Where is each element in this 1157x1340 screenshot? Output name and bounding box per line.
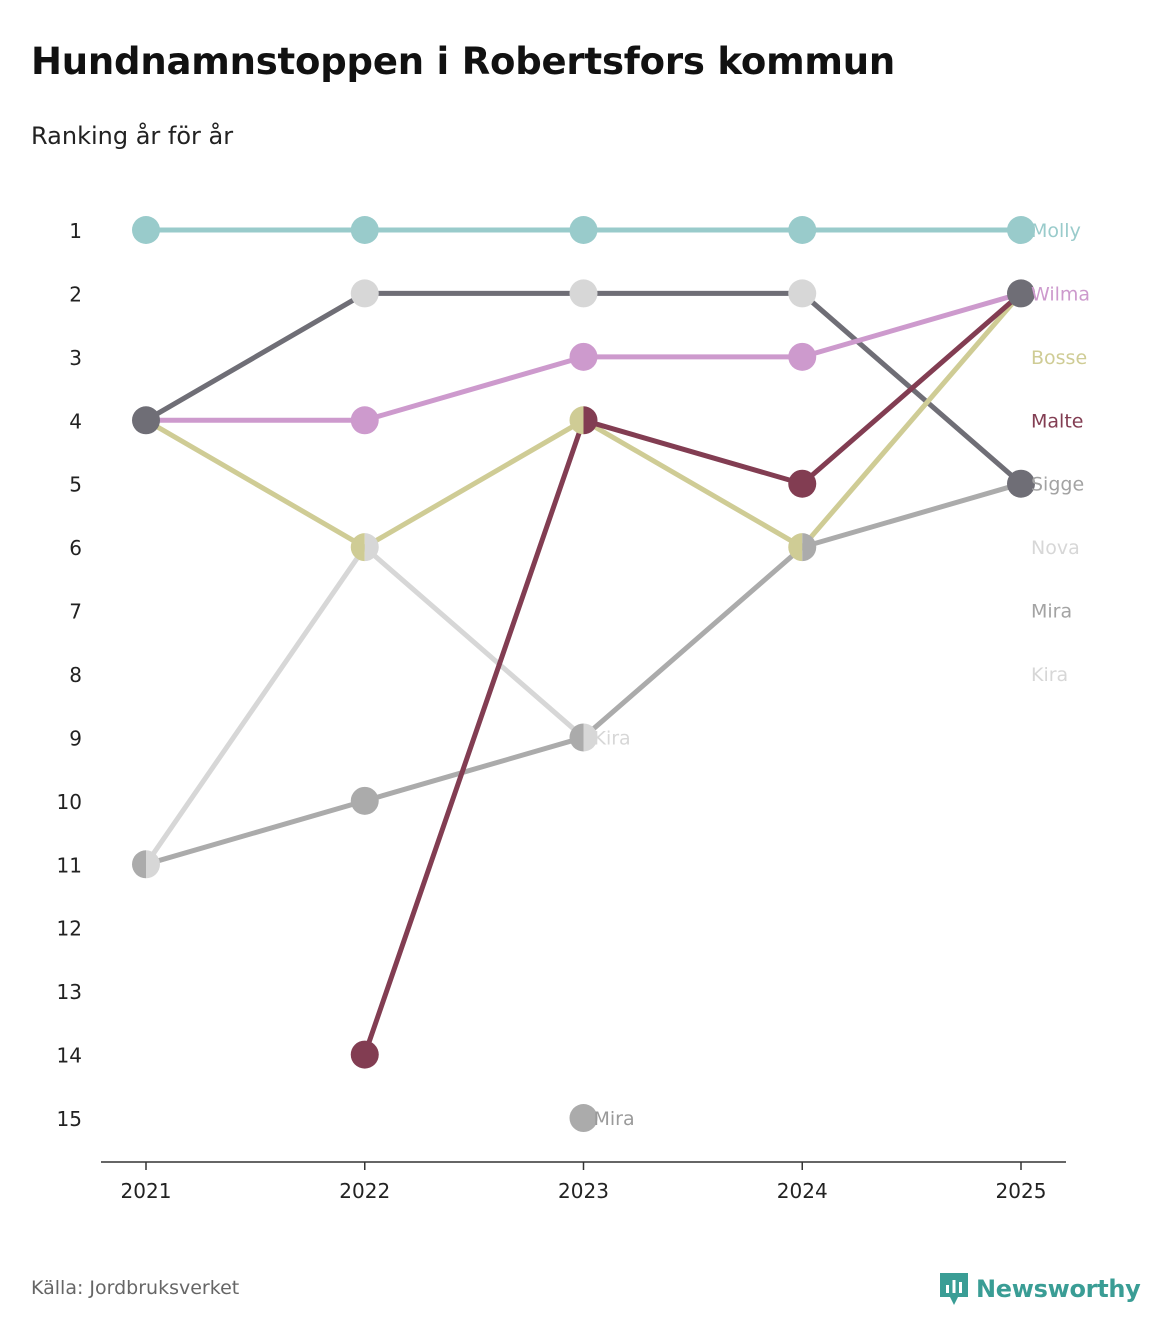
end-label-malte: Malte [1031, 410, 1083, 432]
chart-title: Hundnamnstoppen i Robertsfors kommun [31, 40, 896, 83]
y-tick-label: 4 [69, 409, 82, 433]
y-tick-label: 7 [69, 600, 82, 624]
rank-point-split [788, 533, 817, 562]
series-line-nova [143, 290, 1024, 487]
x-tick-label: 2025 [996, 1179, 1047, 1203]
rank-point [569, 342, 598, 371]
x-tick-label: 2024 [777, 1179, 828, 1203]
inline-label-mira: Mira [594, 1108, 635, 1130]
rank-point [132, 216, 160, 244]
source-note: Källa: Jordbruksverket [31, 1277, 240, 1299]
chart-subtitle: Ranking år för år [31, 122, 234, 150]
rank-point [569, 279, 598, 308]
rank-point [788, 279, 817, 308]
rank-point-half [146, 850, 160, 879]
x-tick-label: 2021 [121, 1179, 172, 1203]
rank-point [350, 1040, 379, 1069]
rank-point [350, 406, 379, 435]
end-label-mira: Mira [1031, 601, 1072, 623]
rank-point [132, 406, 160, 435]
rank-point [350, 279, 379, 308]
end-label-wilma: Wilma [1031, 283, 1090, 305]
y-tick-label: 8 [69, 663, 82, 687]
y-tick-label: 14 [57, 1044, 82, 1068]
end-label-molly: Molly [1031, 220, 1081, 242]
y-tick-label: 13 [57, 980, 82, 1004]
rank-point-half [569, 406, 584, 435]
rank-point [788, 216, 817, 244]
rank-point [350, 216, 379, 244]
series-line-sigge [143, 290, 1024, 487]
y-tick-label: 12 [57, 917, 82, 941]
rank-point-split [569, 406, 598, 435]
newsworthy-logo-icon [940, 1273, 968, 1305]
rank-point [569, 1104, 598, 1133]
y-tick-label: 3 [69, 346, 82, 370]
rank-point-half [132, 850, 146, 879]
x-tick-label: 2023 [558, 1179, 609, 1203]
series-line-kira [143, 544, 586, 867]
rank-point [788, 469, 817, 498]
rank-point [1007, 279, 1035, 308]
y-tick-label: 15 [57, 1107, 82, 1131]
rank-point-half [583, 723, 598, 752]
y-tick-label: 10 [57, 790, 82, 814]
rank-point-half [788, 533, 803, 562]
rank-point-half [364, 533, 379, 562]
rank-point [1007, 469, 1035, 498]
rank-point-split [132, 850, 160, 879]
x-tick-label: 2022 [339, 1179, 390, 1203]
rank-point [350, 786, 379, 815]
y-tick-label: 2 [69, 282, 82, 306]
y-tick-label: 5 [69, 473, 82, 497]
series-line-malte [362, 290, 1024, 1058]
y-tick-label: 1 [69, 219, 82, 243]
rank-point-half [802, 533, 817, 562]
end-label-sigge: Sigge [1031, 474, 1084, 496]
rank-point-split [350, 533, 379, 562]
rank-point [1007, 216, 1035, 244]
rank-point-half [569, 723, 584, 752]
y-tick-label: 11 [57, 853, 82, 877]
rank-point [569, 216, 598, 244]
rank-point [788, 342, 817, 371]
rank-point-half [350, 533, 365, 562]
y-tick-label: 6 [69, 536, 82, 560]
rank-point-half [583, 406, 598, 435]
end-label-bosse: Bosse [1031, 347, 1087, 369]
rank-point-split [569, 723, 598, 752]
end-label-nova: Nova [1031, 537, 1080, 559]
y-tick-label: 9 [69, 726, 82, 750]
end-label-kira: Kira [1031, 664, 1068, 686]
inline-label-kira: Kira [594, 727, 631, 749]
series-labels: Molly Wilma Bosse Malte Sigge Nova Mira Kira Kir… [594, 220, 1091, 1130]
rank-points [132, 216, 1035, 1133]
brand-name: Newsworthy [976, 1275, 1141, 1303]
brand-logo[interactable]: Newsworthy [938, 1271, 1141, 1307]
